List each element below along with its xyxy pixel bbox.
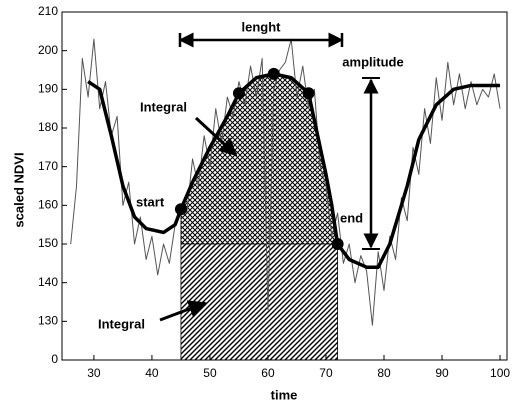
- integral-area-lower: [180, 243, 338, 361]
- x-tick-label: 50: [203, 366, 217, 380]
- annotation: start: [136, 194, 165, 209]
- y-tick-label: 140: [38, 275, 58, 289]
- annotation-arrow: [194, 116, 238, 157]
- x-tick-label: 70: [319, 366, 333, 380]
- y-tick-label: 0: [51, 352, 58, 366]
- phenology-marker: [331, 238, 344, 250]
- phenology-marker: [267, 67, 280, 80]
- annotation: Integral: [140, 99, 187, 114]
- x-tick-label: 60: [261, 366, 275, 380]
- y-tick-label: 210: [38, 4, 58, 18]
- plot-frame: [61, 11, 508, 361]
- phenology-marker: [302, 87, 315, 100]
- x-tick-label: 30: [87, 366, 101, 380]
- annotation-arrow: [159, 300, 207, 322]
- annotation: Integral: [98, 316, 145, 331]
- y-tick-label: 190: [38, 82, 58, 96]
- y-tick-label: 150: [38, 236, 58, 250]
- annotation: lenght: [242, 19, 282, 34]
- raw-line: [70, 38, 501, 326]
- y-axis-label: scaled NDVI: [11, 152, 26, 227]
- y-tick-label: 200: [38, 43, 58, 57]
- y-tick-label: 180: [38, 120, 58, 134]
- y-tick-label: 160: [38, 198, 58, 212]
- annotation: end: [340, 210, 363, 225]
- annotation: amplitude: [342, 54, 403, 69]
- phenology-marker: [174, 203, 187, 216]
- x-tick-label: 40: [145, 366, 159, 380]
- x-axis-label: time: [271, 387, 298, 402]
- x-tick-label: 80: [377, 366, 391, 380]
- y-tick-label: 130: [38, 314, 58, 328]
- x-tick-label: 100: [490, 366, 510, 380]
- phenology-marker: [232, 87, 245, 100]
- y-tick-label: 170: [38, 159, 58, 173]
- fitted-line: [87, 72, 501, 269]
- x-tick-label: 90: [435, 366, 449, 380]
